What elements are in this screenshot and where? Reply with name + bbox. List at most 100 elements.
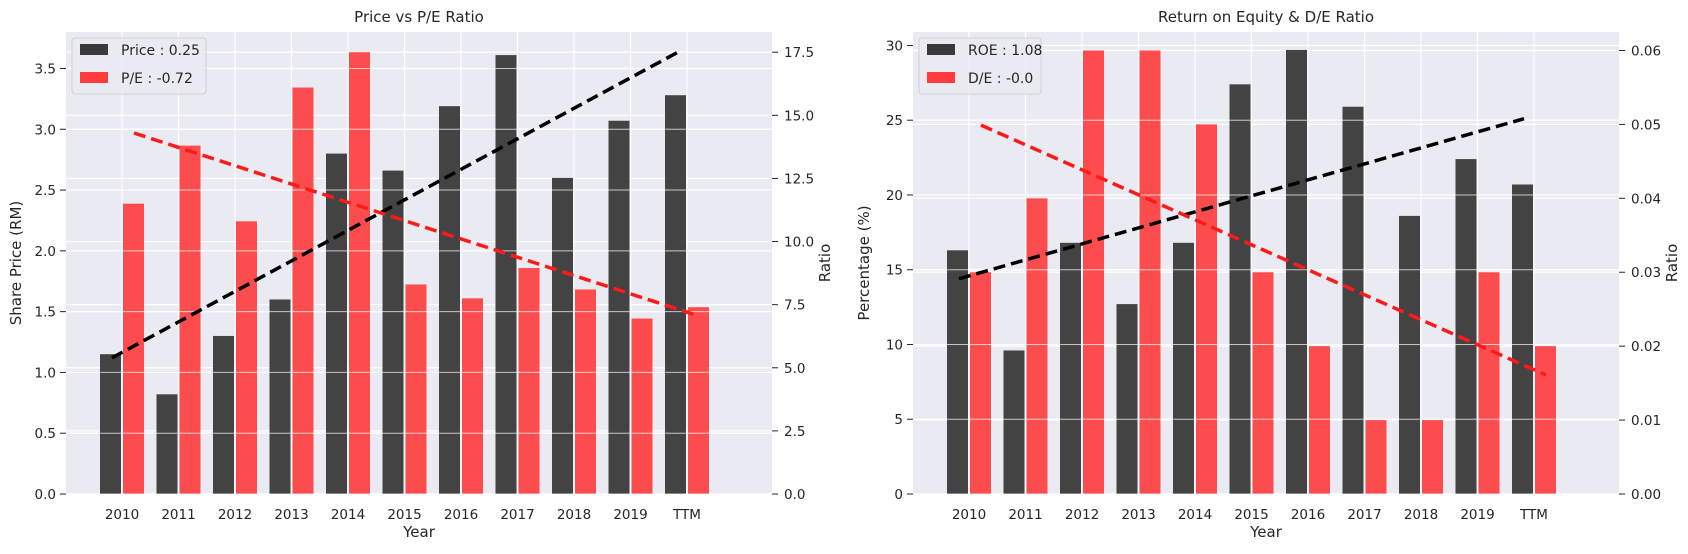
bar-secondary	[631, 318, 653, 494]
y-axis-right-label: Ratio	[816, 244, 834, 283]
x-tick: TTM	[1519, 507, 1548, 523]
x-tick: 2018	[1404, 507, 1438, 523]
bar-primary	[100, 354, 121, 494]
y-left-tick: 1.5	[35, 305, 56, 321]
legend-swatch-price	[80, 44, 108, 55]
bar-primary	[608, 120, 630, 495]
y-left-tick: 2.0	[35, 244, 56, 260]
y-right-tick: 0.03	[1631, 265, 1661, 281]
x-tick: 2011	[1008, 507, 1042, 523]
legend-swatch-roe	[927, 44, 955, 55]
bar-primary	[1512, 184, 1533, 494]
x-tick: 2017	[500, 507, 534, 523]
bar-secondary	[1478, 272, 1500, 494]
bar-primary	[213, 335, 234, 494]
bars	[913, 44, 1619, 495]
legend-label-price: Price : 0.25	[121, 43, 200, 59]
x-axis-label: Year	[402, 523, 436, 541]
chart-roe-de: 2010 2011 2012 2013 2014 2015 2016 2017 2018 2019…	[855, 8, 1681, 541]
x-tick: 2016	[444, 507, 478, 523]
y-left-tick: 5	[894, 412, 903, 428]
legend: Price : 0.25 P/E : -0.72	[71, 37, 207, 95]
bar-primary	[552, 177, 573, 495]
y-right-tick: 0.02	[1631, 339, 1661, 355]
bar-secondary	[518, 268, 540, 494]
bar-secondary	[1422, 420, 1443, 494]
x-tick: 2010	[105, 507, 139, 523]
bar-secondary	[1026, 198, 1048, 494]
x-tick: 2015	[387, 507, 421, 523]
x-axis-label: Year	[1249, 523, 1283, 541]
x-tick: 2014	[1178, 507, 1212, 523]
y-left-tick: 20	[886, 188, 903, 204]
bar-primary	[1455, 159, 1477, 494]
bar-primary	[156, 394, 178, 494]
y-left-tick: 0	[894, 487, 903, 503]
y-left-tick: 2.5	[35, 183, 56, 199]
legend-label-de: D/E : -0.0	[968, 71, 1033, 87]
y-right-tick: 15.0	[784, 108, 814, 124]
x-tick: 2015	[1234, 507, 1268, 523]
y-left-tick: 15	[886, 263, 903, 279]
bar-secondary	[1252, 272, 1274, 494]
y-left-tick: 1.0	[35, 365, 56, 381]
x-tick: 2012	[218, 507, 252, 523]
y-left-tick: 3.5	[35, 61, 56, 77]
bar-secondary	[1365, 420, 1387, 494]
x-tick: 2018	[557, 507, 591, 523]
y-right-tick: 0.0	[784, 487, 805, 503]
chart-title: Price vs P/E Ratio	[354, 8, 484, 26]
bar-primary	[269, 299, 291, 494]
bar-primary	[947, 250, 968, 494]
bar-primary	[1286, 49, 1307, 495]
y-left-tick-labels: 0.0 0.5 1.0 1.5 2.0 2.5 3.0 3.5	[35, 61, 66, 503]
y-left-tick: 30	[886, 38, 903, 54]
bar-secondary	[405, 284, 427, 494]
trendline-secondary	[980, 123, 1547, 377]
bars	[66, 52, 772, 495]
x-tick: 2010	[952, 507, 986, 523]
y-right-tick: 0.05	[1631, 117, 1661, 133]
y-left-tick: 3.0	[35, 122, 56, 138]
y-right-tick: 0.04	[1631, 191, 1661, 207]
bar-secondary	[462, 298, 483, 494]
bar-primary	[326, 153, 347, 494]
bar-secondary	[179, 145, 201, 494]
bar-secondary	[575, 289, 596, 494]
chart-price-pe: 2010 2011 2012 2013 2014 2015 2016 2017 2018 2019…	[7, 8, 834, 541]
trendline-primary	[958, 117, 1525, 281]
y-left-tick: 0.0	[35, 487, 56, 503]
y-right-tick-labels: 0.0 2.5 5.0 7.5 10.0 12.5 15.0 17.5	[772, 45, 814, 503]
y-right-tick: 0.06	[1631, 43, 1661, 59]
bar-primary	[495, 55, 517, 494]
bar-primary	[1229, 84, 1251, 495]
bar-primary	[382, 170, 404, 494]
trendlines	[111, 51, 700, 360]
trendline-secondary	[133, 131, 700, 318]
legend-label-roe: ROE : 1.08	[968, 43, 1042, 59]
bar-secondary	[236, 221, 257, 494]
legend-swatch-de	[927, 72, 955, 83]
bar-primary	[1342, 106, 1364, 495]
bar-primary	[1173, 242, 1194, 494]
y-right-tick: 0.01	[1631, 413, 1661, 429]
y-right-tick: 10.0	[784, 235, 814, 251]
x-tick-labels: 2010 2011 2012 2013 2014 2015 2016 2017 2018 2019…	[952, 507, 1548, 523]
x-tick: 2019	[613, 507, 647, 523]
legend-swatch-pe	[80, 72, 108, 83]
bar-secondary	[688, 307, 709, 494]
y-axis-left-label: Percentage (%)	[855, 205, 873, 320]
bar-secondary	[970, 272, 991, 494]
bar-primary	[439, 106, 460, 495]
y-right-tick-labels: 0.00 0.01 0.02 0.03 0.04 0.05 0.06	[1619, 43, 1661, 503]
x-tick: 2012	[1065, 507, 1099, 523]
bar-secondary	[1139, 50, 1161, 494]
bar-primary	[1399, 215, 1420, 495]
x-tick: 2016	[1291, 507, 1325, 523]
bar-secondary	[1196, 124, 1217, 495]
y-left-tick-labels: 0 5 10 15 20 25 30	[886, 38, 913, 503]
bar-secondary	[1309, 346, 1330, 494]
bar-secondary	[349, 52, 370, 495]
y-right-tick: 2.5	[784, 424, 805, 440]
y-right-tick: 17.5	[784, 45, 814, 61]
